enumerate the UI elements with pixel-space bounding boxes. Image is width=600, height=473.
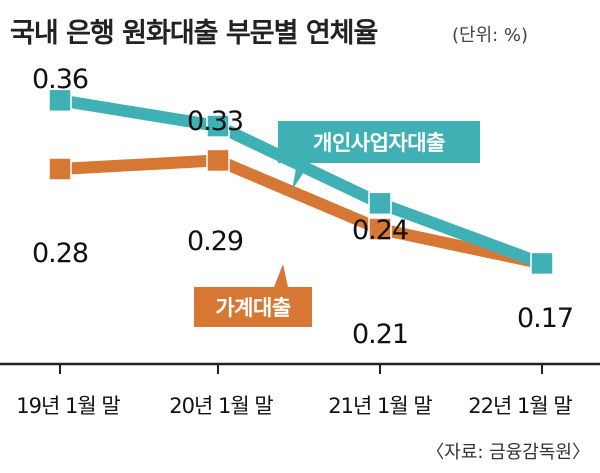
legend-label: 가계대출 [215, 296, 290, 320]
data-label: 0.21 [352, 319, 408, 350]
chart-unit: (단위: %) [452, 25, 528, 46]
data-label: 0.24 [352, 215, 408, 246]
data-label: 0.29 [187, 226, 243, 257]
chart-title: 국내 은행 원화대출 부문별 연체율 [10, 18, 378, 49]
legend-pointer [274, 264, 288, 287]
series-layer [48, 88, 554, 276]
x-tick-label: 20년 1월 말 [169, 394, 273, 418]
data-point [48, 157, 72, 181]
data-point [368, 217, 392, 241]
chart-source: 〈자료: 금융감독원〉 [426, 442, 590, 463]
x-tick-label: 22년 1월 말 [468, 394, 572, 418]
tick-layer: 19년 1월 말 20년 1월 말 21년 1월 말 22년 1월 말 [16, 364, 573, 418]
x-tick-label: 21년 1월 말 [328, 394, 432, 418]
legend-pointer [292, 163, 310, 190]
legend-label: 개인사업자대출 [313, 131, 445, 155]
legend-box [194, 287, 312, 327]
legend-box [278, 121, 480, 163]
x-tick-label: 19년 1월 말 [16, 394, 120, 418]
data-label: 0.36 [32, 64, 88, 95]
data-label: 0.28 [32, 238, 88, 269]
data-point [206, 114, 230, 138]
data-point [206, 148, 230, 173]
data-label: 0.17 [517, 303, 573, 334]
data-point [48, 88, 72, 113]
data-label: 0.33 [187, 106, 243, 137]
series-line-household [59, 154, 544, 270]
data-point [368, 191, 392, 216]
data-point [530, 251, 554, 276]
